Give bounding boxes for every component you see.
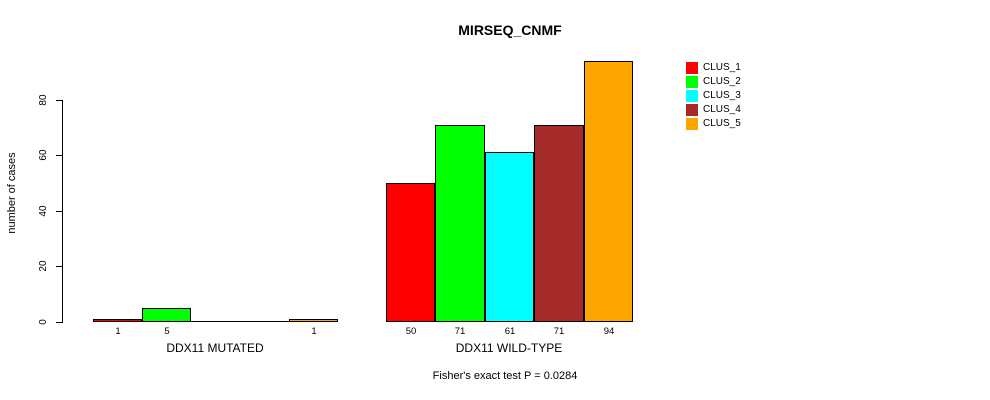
y-axis-tick-label: 0 [38, 319, 49, 325]
legend-swatch [686, 76, 698, 88]
bar-value-label: 94 [603, 326, 615, 337]
bar-clus-3-group1 [191, 321, 240, 322]
legend-label: CLUS_4 [703, 104, 741, 115]
bar-value-label: 5 [164, 326, 170, 337]
y-axis-tick [56, 155, 62, 156]
chart-title: MIRSEQ_CNMF [458, 22, 562, 38]
bar-clus-4-group2 [534, 125, 584, 322]
bar-clus-1-group2 [386, 183, 435, 322]
legend-label: CLUS_3 [703, 90, 741, 101]
legend: CLUS_1 CLUS_2 CLUS_3 CLUS_4 CLUS_5 [686, 61, 741, 131]
bar-clus-2-group1 [142, 308, 191, 322]
y-axis-tick-label: 80 [38, 94, 49, 106]
legend-label: CLUS_5 [703, 118, 741, 129]
bar-value-label: 71 [454, 326, 466, 337]
y-axis-line [62, 100, 63, 323]
y-axis-tick [56, 100, 62, 101]
y-axis-tick-label: 60 [38, 149, 49, 161]
group-label-ddx11-mutated: DDX11 MUTATED [166, 341, 264, 355]
y-axis-tick [56, 266, 62, 267]
bar-value-label: 50 [405, 326, 417, 337]
legend-item: CLUS_2 [686, 75, 741, 89]
legend-item: CLUS_1 [686, 61, 741, 75]
bar-clus-1-group1 [93, 319, 142, 322]
legend-label: CLUS_2 [703, 76, 741, 87]
bar-value-label: 71 [553, 326, 565, 337]
legend-item: CLUS_4 [686, 103, 741, 117]
bar-clus-4-group1 [240, 321, 289, 322]
bar-value-label: 1 [311, 326, 317, 337]
y-axis-tick-label: 40 [38, 205, 49, 217]
bar-clus-5-group1 [289, 319, 338, 322]
y-axis-tick [56, 322, 62, 323]
legend-label: CLUS_1 [703, 62, 741, 73]
group-label-ddx11-wild-type: DDX11 WILD-TYPE [455, 341, 563, 355]
y-axis-tick [56, 211, 62, 212]
bar-value-label: 61 [504, 326, 516, 337]
legend-item: CLUS_5 [686, 117, 741, 131]
legend-swatch [686, 62, 698, 74]
bar-clus-3-group2 [485, 152, 534, 322]
bar-clus-5-group2 [584, 61, 633, 322]
bar-clus-2-group2 [435, 125, 485, 322]
legend-item: CLUS_3 [686, 89, 741, 103]
legend-swatch [686, 104, 698, 116]
legend-swatch [686, 90, 698, 102]
legend-swatch [686, 118, 698, 130]
bar-value-label: 1 [115, 326, 121, 337]
fisher-test-annotation: Fisher's exact test P = 0.0284 [432, 370, 578, 382]
y-axis-tick-label: 20 [38, 260, 49, 272]
